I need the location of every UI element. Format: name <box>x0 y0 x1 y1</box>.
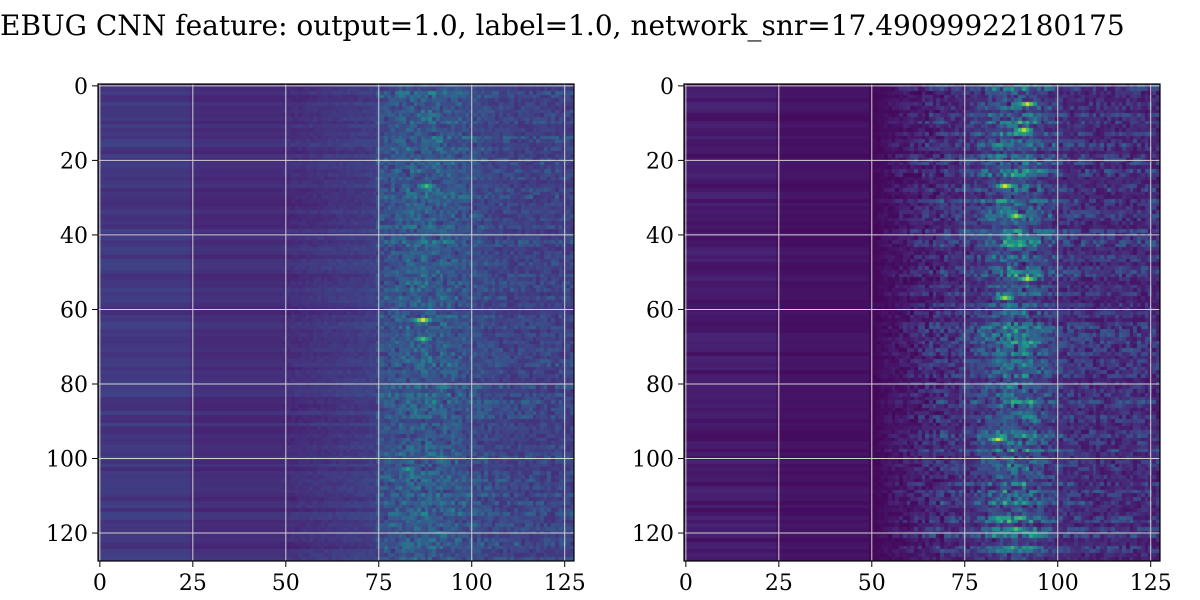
ytick-label-left-80: 80 <box>60 373 88 398</box>
ytick-label-right-40: 40 <box>646 224 674 249</box>
figure-title: EBUG CNN feature: output=1.0, label=1.0,… <box>0 9 1125 42</box>
xtick-label-left-125: 125 <box>544 571 586 596</box>
ytick-label-right-120: 120 <box>632 522 674 547</box>
xtick-label-left-75: 75 <box>365 571 393 596</box>
xtick-label-left-25: 25 <box>179 571 207 596</box>
ytick-label-right-80: 80 <box>646 373 674 398</box>
xtick-label-right-125: 125 <box>1130 571 1172 596</box>
ytick-label-right-100: 100 <box>632 448 674 473</box>
xtick-label-left-100: 100 <box>451 571 493 596</box>
xtick-label-right-25: 25 <box>765 571 793 596</box>
xtick-label-right-50: 50 <box>858 571 886 596</box>
ytick-label-right-60: 60 <box>646 298 674 323</box>
ytick-label-left-0: 0 <box>74 75 88 100</box>
heatmap-right <box>684 84 1160 561</box>
ytick-label-left-100: 100 <box>46 448 88 473</box>
xtick-label-right-0: 0 <box>679 571 693 596</box>
xtick-label-left-0: 0 <box>93 571 107 596</box>
heatmap-left <box>98 84 574 561</box>
ytick-label-left-60: 60 <box>60 298 88 323</box>
ytick-label-left-20: 20 <box>60 149 88 174</box>
ytick-label-left-40: 40 <box>60 224 88 249</box>
axes-frame-left <box>97 83 575 562</box>
ytick-label-right-20: 20 <box>646 149 674 174</box>
ytick-label-right-0: 0 <box>660 75 674 100</box>
xtick-label-right-75: 75 <box>951 571 979 596</box>
xtick-label-right-100: 100 <box>1037 571 1079 596</box>
ytick-label-left-120: 120 <box>46 522 88 547</box>
xtick-label-left-50: 50 <box>272 571 300 596</box>
axes-frame-right <box>683 83 1161 562</box>
